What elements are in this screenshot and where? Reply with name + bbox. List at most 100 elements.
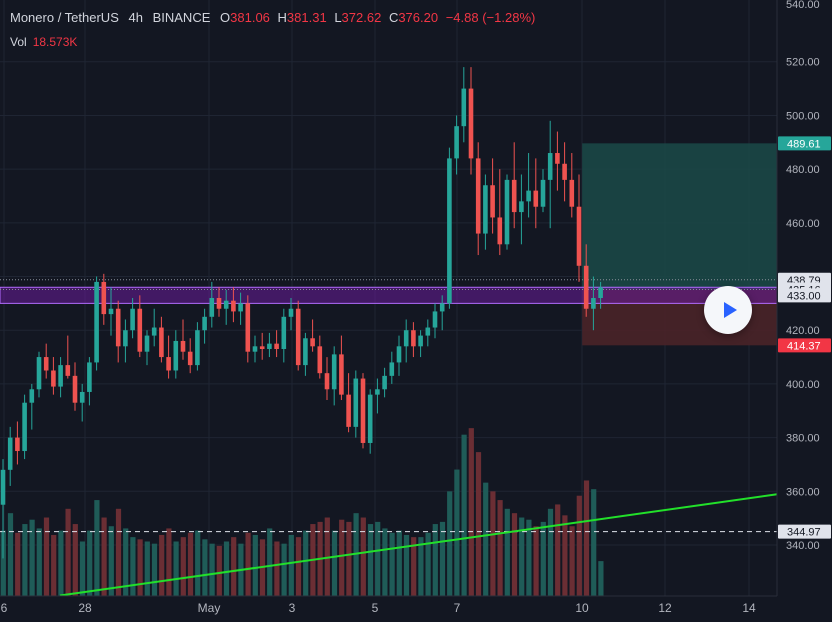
candle-body [331, 354, 337, 390]
candle [22, 394, 27, 460]
candle-body [29, 389, 35, 403]
candle [36, 351, 42, 398]
volume-bar [173, 541, 179, 596]
volume-bar [137, 539, 143, 596]
candle [79, 383, 85, 422]
candle-body [195, 330, 200, 366]
candle-body [72, 375, 78, 403]
candle-body [461, 88, 467, 127]
price-tick-label: 420.00 [786, 325, 820, 337]
symbol-legend: Monero / TetherUS 4h BINANCE O381.06 H38… [10, 10, 535, 25]
candle [418, 330, 423, 358]
volume-bar [497, 500, 503, 596]
volume-bar [490, 491, 496, 596]
candle [547, 120, 553, 229]
candle [123, 319, 128, 363]
candle-body [101, 281, 107, 315]
volume-bar [425, 532, 431, 596]
candle-body [252, 346, 258, 352]
candle-body [231, 300, 236, 312]
candle-body [180, 340, 186, 352]
volume-bars [0, 428, 604, 596]
volume-bar [245, 532, 251, 596]
price-tick-label: 460.00 [786, 218, 820, 230]
price-tick-label: 500.00 [786, 110, 820, 122]
candle-body [245, 303, 251, 352]
volume-bar [339, 519, 345, 596]
candle [281, 308, 287, 363]
candle-body [490, 185, 495, 218]
candle-body [576, 206, 582, 266]
candle-body [533, 190, 539, 207]
price-label-text: 489.61 [787, 138, 821, 150]
candle-body [324, 373, 330, 390]
volume-bar [461, 434, 467, 596]
volume-bar [79, 541, 86, 596]
candle [0, 459, 6, 559]
price-tick-label: 360.00 [786, 486, 820, 498]
price-tick-label: 540.00 [786, 0, 820, 11]
volume-bar [123, 528, 129, 596]
play-button[interactable] [704, 286, 752, 334]
volume-bar [432, 524, 438, 596]
candle [389, 351, 395, 384]
candle [475, 142, 481, 256]
volume-bar [87, 530, 93, 596]
price-label-badge: 414.37 [778, 338, 831, 353]
volume-bar [569, 526, 575, 596]
volume-bar [281, 543, 287, 596]
candle-body [288, 308, 294, 317]
volume-bar [303, 530, 309, 596]
trendline[interactable] [59, 493, 778, 597]
candle [267, 332, 272, 358]
volume-bar [403, 534, 410, 596]
candle-body [360, 378, 366, 443]
candle-body [418, 335, 423, 347]
volume-bar [0, 530, 6, 596]
candle-body [58, 365, 63, 387]
price-label-bg [778, 338, 831, 353]
candle [497, 169, 503, 256]
candle-body [79, 391, 85, 403]
volume-bar [540, 521, 546, 596]
volume-bar [447, 491, 453, 596]
candle-body [159, 327, 164, 358]
candle [159, 316, 164, 363]
candle [151, 308, 157, 347]
candle-body [439, 303, 445, 312]
candle [58, 357, 63, 398]
volume-bar [58, 530, 64, 596]
candle [511, 142, 517, 229]
volume-bar [367, 524, 374, 596]
candle-body [130, 308, 135, 331]
interval-label[interactable]: 4h [128, 10, 143, 25]
volume-bar [252, 534, 258, 596]
volume-bar [468, 428, 474, 596]
price-tick-label: 480.00 [786, 164, 820, 176]
candle-body [547, 153, 553, 180]
candle-body [281, 316, 287, 350]
candle [187, 338, 193, 374]
candle [331, 346, 337, 406]
candle [540, 169, 546, 213]
symbol-name[interactable]: Monero / TetherUS [10, 10, 119, 25]
price-axis[interactable]: 340.00360.00380.00400.00420.00440.00460.… [776, 0, 832, 622]
price-label-text: 414.37 [787, 340, 821, 352]
time-tick-label: 3 [289, 601, 296, 615]
volume-bar [15, 532, 21, 596]
volume-bar [29, 519, 35, 596]
volume-bar [504, 508, 510, 596]
volume-bar [533, 526, 539, 596]
candle-body [173, 340, 179, 371]
candle-body [15, 437, 20, 452]
volume-bar [209, 543, 215, 596]
volume-label[interactable]: Vol [10, 35, 27, 49]
price-axis-background [777, 0, 832, 622]
candle [591, 276, 596, 331]
volume-legend: Vol 18.573K [10, 35, 77, 49]
candle [439, 295, 445, 331]
time-axis[interactable]: 6 28 May 3 5 7 10 12 14 [0, 595, 777, 622]
candle-body [353, 378, 359, 427]
volume-bar [231, 537, 237, 596]
